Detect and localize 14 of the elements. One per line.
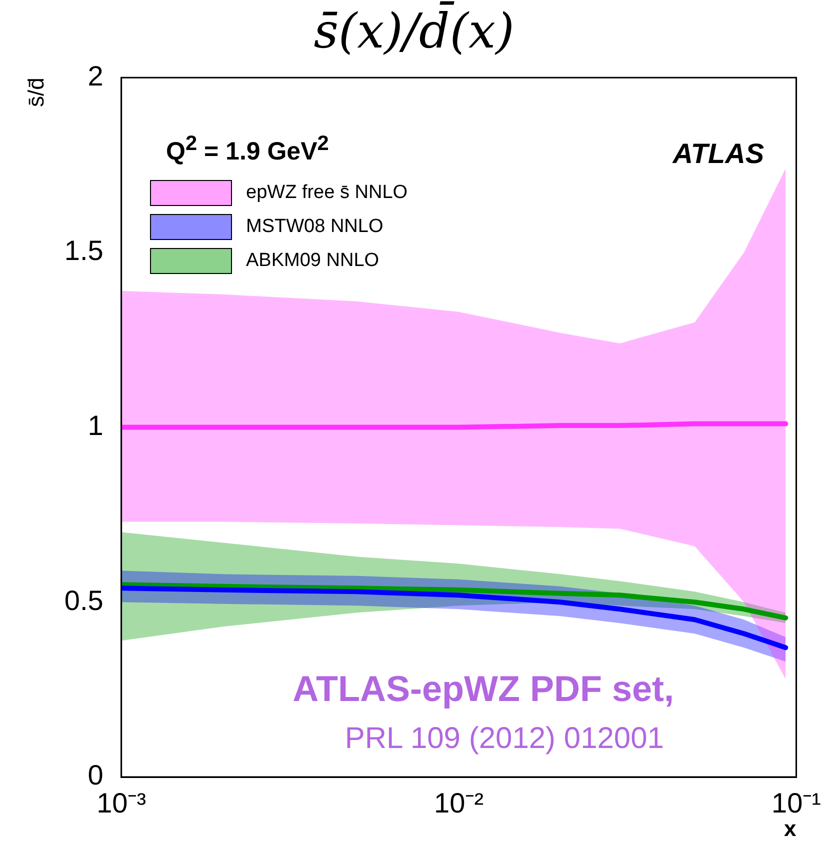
annotation: ATLAS-epWZ PDF set, bbox=[292, 668, 674, 710]
chart-title: s̄(x)/d̄(x) bbox=[314, 0, 514, 60]
annotation: Q$^{2}$ = 1.9 GeV$^{2}$ bbox=[166, 132, 329, 166]
annotation: ATLAS bbox=[672, 138, 764, 170]
y-axis-title: s̄/d̄ bbox=[23, 78, 48, 107]
annotation: PRL 109 (2012) 012001 bbox=[344, 722, 664, 756]
legend-label: ABKM09 NNLO bbox=[246, 250, 380, 272]
x-tick-label: 10⁻² bbox=[434, 788, 484, 819]
y-tick-label: 1 bbox=[88, 410, 104, 442]
y-tick-label: 1.5 bbox=[64, 235, 104, 266]
legend-label: MSTW08 NNLO bbox=[246, 216, 384, 238]
y-tick-label: 0.5 bbox=[64, 584, 104, 616]
legend-label: epWZ free s̄ NNLO bbox=[246, 182, 408, 204]
y-tick-label: 2 bbox=[88, 60, 104, 92]
